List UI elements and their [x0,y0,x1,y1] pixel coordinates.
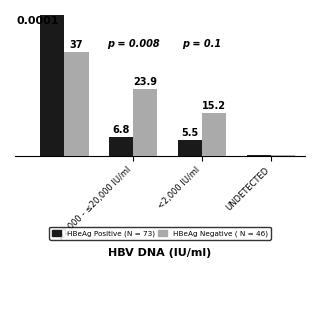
Text: 15.2: 15.2 [202,101,226,111]
Text: p = 0.1: p = 0.1 [182,39,221,49]
Text: 23.9: 23.9 [133,76,157,86]
Bar [109,137,133,156]
Text: 0.0001: 0.0001 [16,16,59,27]
Text: p = 0.008: p = 0.008 [107,39,159,49]
X-axis label: HBV DNA (IU/ml): HBV DNA (IU/ml) [108,248,212,258]
Bar [271,155,295,156]
Text: 5.5: 5.5 [181,128,198,138]
Bar [178,140,202,156]
Legend: HBeAg Positive (N = 73), HBeAg Negative ( N = 46): HBeAg Positive (N = 73), HBeAg Negative … [49,227,271,240]
Bar [64,52,89,156]
Text: 6.8: 6.8 [113,125,130,135]
Text: 37: 37 [70,40,83,50]
Bar [40,15,64,156]
Bar [247,155,271,156]
Bar [133,89,157,156]
Bar [202,113,226,156]
